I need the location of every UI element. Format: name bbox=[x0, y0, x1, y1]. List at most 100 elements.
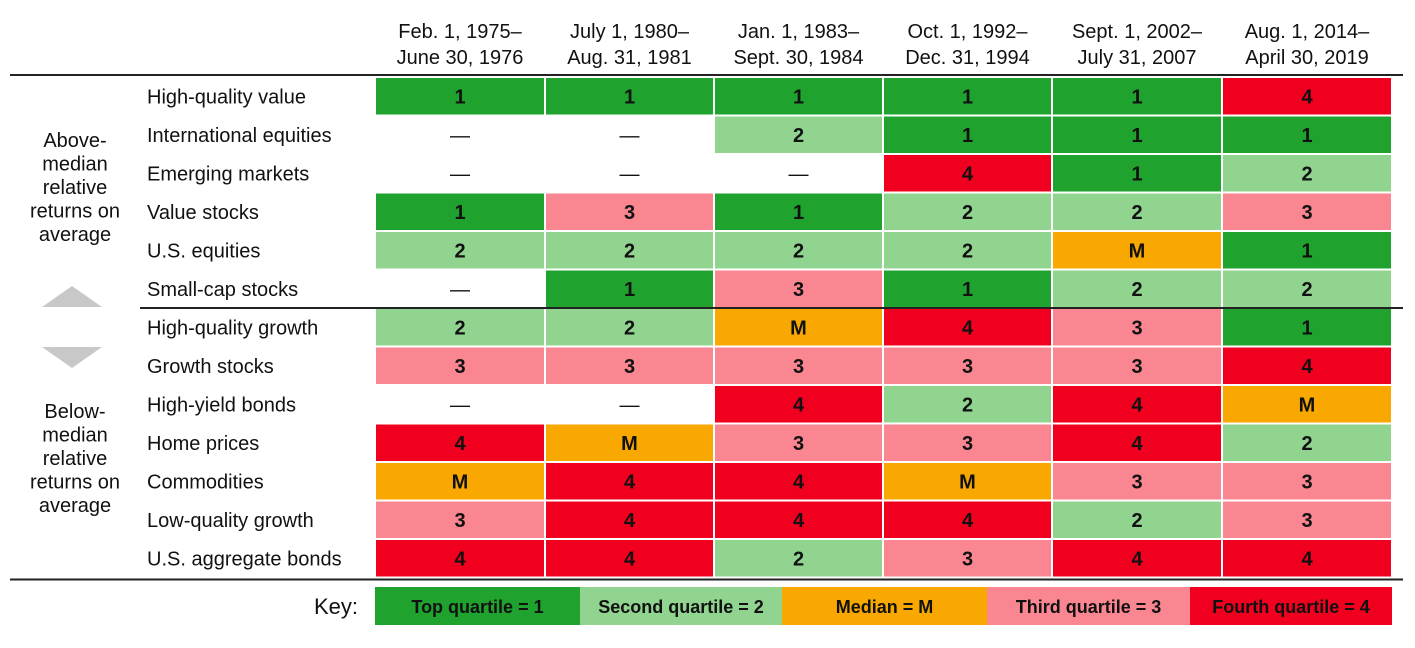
key-swatch bbox=[580, 587, 782, 625]
cell-value: 4 bbox=[454, 548, 466, 570]
row-label: U.S. aggregate bonds bbox=[147, 548, 342, 570]
cell bbox=[374, 268, 546, 309]
cell-value: 1 bbox=[624, 86, 635, 108]
cell bbox=[713, 191, 884, 232]
cell bbox=[1221, 461, 1393, 502]
below-median-label-line: average bbox=[39, 495, 111, 517]
cell-value: 2 bbox=[962, 240, 973, 262]
row-label: High-quality value bbox=[147, 86, 306, 108]
cell bbox=[374, 191, 546, 232]
cell-value: 1 bbox=[1301, 125, 1312, 147]
cell-value: 1 bbox=[793, 202, 804, 224]
cell bbox=[1051, 191, 1223, 232]
cell-value: 4 bbox=[793, 394, 805, 416]
cell-value: 1 bbox=[1131, 163, 1142, 185]
cell bbox=[713, 538, 884, 579]
cell-value: — bbox=[620, 394, 640, 416]
cell-value: 2 bbox=[962, 394, 973, 416]
above-median-label-line: average bbox=[39, 224, 111, 246]
cell-value: 4 bbox=[793, 471, 805, 493]
cell-value: 3 bbox=[454, 510, 465, 532]
cell bbox=[1221, 384, 1393, 425]
cell-value: 3 bbox=[1131, 471, 1142, 493]
column-header-line2: July 31, 2007 bbox=[1078, 47, 1197, 69]
key-swatch-label: Median = M bbox=[836, 597, 934, 617]
cell-value: 2 bbox=[1131, 202, 1142, 224]
cell-value: 4 bbox=[962, 163, 974, 185]
cell-value: 1 bbox=[962, 279, 973, 301]
cell-value: 4 bbox=[962, 510, 974, 532]
row-label: Home prices bbox=[147, 433, 259, 455]
cell-value: M bbox=[452, 471, 469, 493]
cell bbox=[1051, 230, 1223, 271]
key-swatch-label: Third quartile = 3 bbox=[1016, 597, 1162, 617]
cell-value: 3 bbox=[793, 279, 804, 301]
key-swatch bbox=[782, 587, 987, 625]
cell bbox=[1051, 422, 1223, 463]
cell bbox=[374, 538, 546, 579]
column-header-line1: Aug. 1, 2014– bbox=[1245, 21, 1370, 43]
cell-value: 1 bbox=[624, 279, 635, 301]
rules-layer bbox=[10, 74, 1403, 581]
cell-value: 4 bbox=[962, 317, 974, 339]
cell-value: 1 bbox=[1131, 125, 1142, 147]
cell-value: 4 bbox=[1131, 433, 1143, 455]
cell-value: 3 bbox=[1301, 471, 1312, 493]
cell-value: 3 bbox=[624, 202, 635, 224]
cell-value: 2 bbox=[1131, 510, 1142, 532]
column-header-line1: Oct. 1, 1992– bbox=[907, 21, 1028, 43]
key-swatch-label: Top quartile = 1 bbox=[411, 597, 543, 617]
cell-value: 3 bbox=[793, 356, 804, 378]
column-headers: Feb. 1, 1975– June 30, 1976 July 1, 1980– A… bbox=[397, 21, 1371, 69]
cell bbox=[374, 461, 546, 502]
row-label: Emerging markets bbox=[147, 163, 309, 185]
key-swatch bbox=[375, 587, 580, 625]
key-swatch bbox=[987, 587, 1190, 625]
cell-value: 2 bbox=[1301, 279, 1312, 301]
cell-value: M bbox=[1299, 394, 1316, 416]
cell bbox=[1221, 76, 1393, 117]
cell-value: 4 bbox=[624, 510, 636, 532]
column-header-line1: July 1, 1980– bbox=[570, 21, 690, 43]
row-label: Low-quality growth bbox=[147, 510, 314, 532]
above-median-label-line: returns on bbox=[30, 201, 120, 223]
cell-value: 2 bbox=[1301, 433, 1312, 455]
cell-value: 4 bbox=[624, 471, 636, 493]
cell-value: 3 bbox=[1131, 317, 1142, 339]
row-label: Commodities bbox=[147, 471, 264, 493]
cell bbox=[882, 461, 1053, 502]
cell bbox=[713, 499, 884, 540]
column-header-line2: Aug. 31, 1981 bbox=[567, 47, 692, 69]
cell-value: 2 bbox=[962, 202, 973, 224]
cell bbox=[1051, 153, 1223, 194]
row-label: Small-cap stocks bbox=[147, 279, 298, 301]
cell-value: 1 bbox=[962, 86, 973, 108]
cell-value: 4 bbox=[1301, 356, 1313, 378]
cell bbox=[882, 114, 1053, 155]
row-label: Growth stocks bbox=[147, 356, 274, 378]
cell bbox=[374, 499, 546, 540]
below-median-label-line: median bbox=[42, 425, 108, 447]
cell-value: 4 bbox=[1301, 86, 1313, 108]
cell-value: 3 bbox=[962, 433, 973, 455]
row-label: Value stocks bbox=[147, 202, 259, 224]
cell-value: — bbox=[450, 394, 470, 416]
key-swatch-label: Fourth quartile = 4 bbox=[1212, 597, 1370, 617]
cell-value: — bbox=[450, 125, 470, 147]
cell bbox=[544, 114, 715, 155]
cell bbox=[1051, 345, 1223, 386]
cell-value: 3 bbox=[962, 356, 973, 378]
cell-value: 3 bbox=[1131, 356, 1142, 378]
cell bbox=[374, 76, 546, 117]
down-arrow-icon bbox=[42, 347, 102, 368]
cell bbox=[713, 345, 884, 386]
row-label: High-quality growth bbox=[147, 317, 318, 339]
column-header-line2: June 30, 1976 bbox=[397, 47, 524, 69]
cell-value: 2 bbox=[1301, 163, 1312, 185]
cell bbox=[544, 422, 715, 463]
key-swatch-label: Second quartile = 2 bbox=[598, 597, 764, 617]
cell-value: 3 bbox=[962, 548, 973, 570]
cell-value: 2 bbox=[454, 317, 465, 339]
cell bbox=[374, 422, 546, 463]
